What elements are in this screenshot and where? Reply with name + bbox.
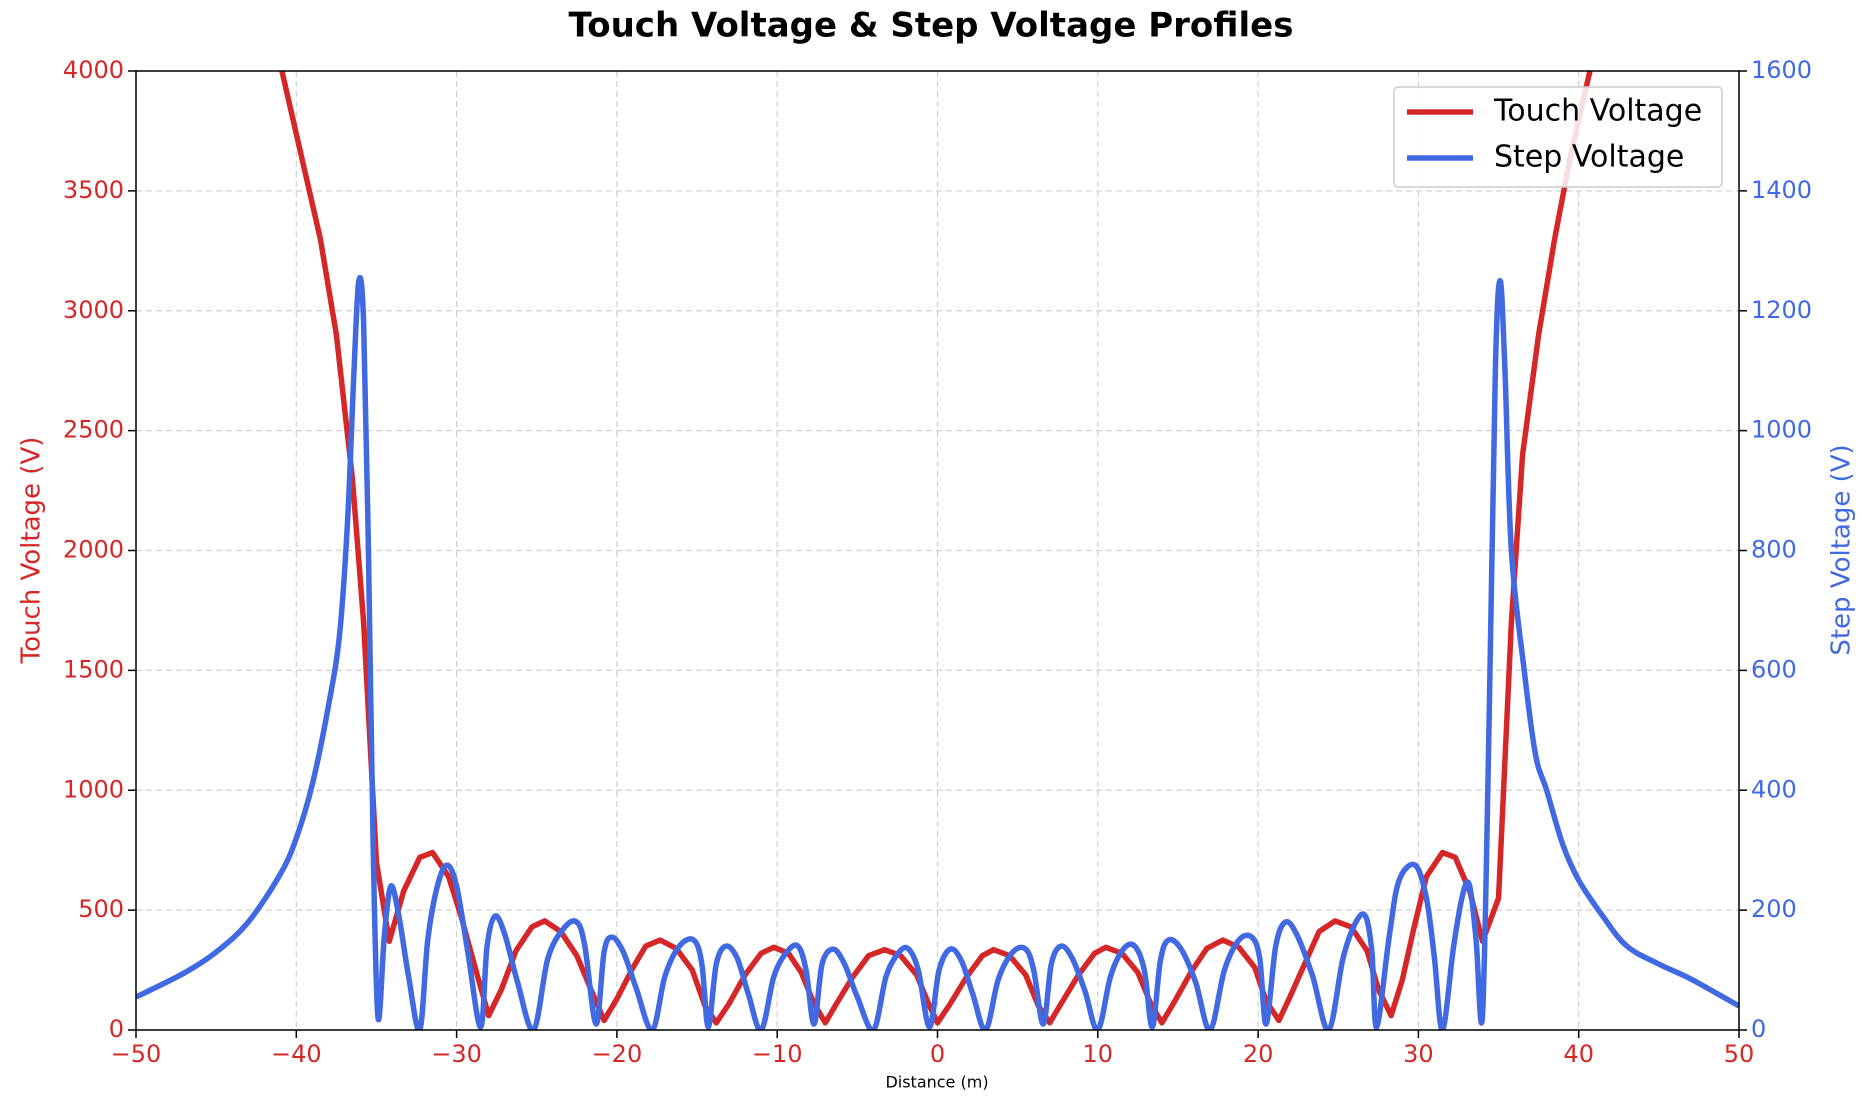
x-tick-label: 50 [1724, 1040, 1755, 1068]
y-tick-label: 1500 [63, 655, 124, 683]
x-tick-label: 20 [1243, 1040, 1274, 1068]
legend: Touch Voltage Step Voltage [1393, 86, 1723, 188]
legend-label: Touch Voltage [1493, 94, 1702, 129]
y-axis-label: Touch Voltage (V) [17, 437, 47, 665]
x-tick-label: 10 [1083, 1040, 1114, 1068]
y2-tick-label: 600 [1751, 655, 1797, 683]
plot-frame [135, 70, 1740, 1031]
y-tick-label: 4000 [63, 56, 124, 84]
x-tick-label: −30 [431, 1040, 482, 1068]
y2-axis-label: Step Voltage (V) [1827, 444, 1857, 655]
x-axis-label: Distance (m) [885, 1073, 988, 1092]
x-tick-label: 0 [930, 1040, 945, 1068]
y-tick-label: 2000 [63, 536, 124, 564]
y2-tick-label: 1600 [1751, 56, 1812, 84]
x-tick-label: −10 [752, 1040, 803, 1068]
y-tick-label: 500 [78, 895, 124, 923]
y2-tick-label: 1200 [1751, 296, 1812, 324]
y2-tick-label: 1000 [1751, 416, 1812, 444]
plot-area [136, 71, 1739, 1030]
y2-tick-label: 0 [1751, 1015, 1766, 1043]
chart-title: Touch Voltage & Step Voltage Profiles [569, 6, 1294, 46]
x-tick-label: 30 [1403, 1040, 1434, 1068]
y2-tick-label: 400 [1751, 775, 1797, 803]
y2-tick-label: 800 [1751, 536, 1797, 564]
series-line [136, 274, 1739, 1030]
x-tick-label: −20 [592, 1040, 643, 1068]
x-tick-label: −50 [111, 1040, 162, 1068]
y-tick-label: 3000 [63, 296, 124, 324]
y-tick-label: 3500 [63, 176, 124, 204]
x-tick-label: 40 [1563, 1040, 1594, 1068]
legend-label: Step Voltage [1494, 140, 1684, 175]
y-tick-label: 1000 [63, 775, 124, 803]
y-tick-label: 0 [109, 1015, 124, 1043]
y2-tick-label: 1400 [1751, 176, 1812, 204]
legend-box [1393, 86, 1723, 188]
x-tick-label: −40 [271, 1040, 322, 1068]
y2-tick-label: 200 [1751, 895, 1797, 923]
y-tick-label: 2500 [63, 416, 124, 444]
